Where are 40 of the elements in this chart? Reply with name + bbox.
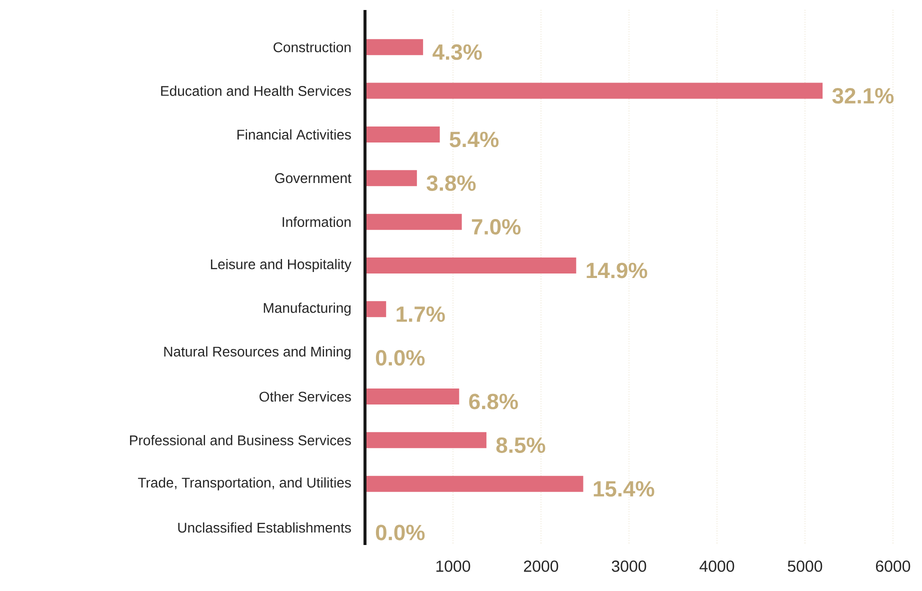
- annotation: 8.5%: [496, 437, 546, 453]
- bar: [364, 214, 462, 230]
- x-tick-label: 4000: [700, 560, 734, 572]
- y-tick-label: Natural Resources and Mining: [164, 346, 351, 360]
- y-tick-label: Other Services: [260, 391, 351, 402]
- annotation: 32.1%: [832, 88, 894, 104]
- x-tick-label: 2000: [524, 560, 558, 572]
- annotation: 1.7%: [396, 306, 445, 322]
- annotation: 7.0%: [472, 219, 521, 235]
- y-tick-label: Unclassified Establishments: [178, 522, 351, 533]
- x-tick-label: 6000: [876, 560, 910, 572]
- annotation: 3.8%: [426, 175, 476, 191]
- annotation: 0.0%: [376, 524, 425, 540]
- y-tick-label: Leisure and Hospitality: [210, 258, 352, 272]
- bar: [364, 170, 417, 186]
- annotation: 15.4%: [594, 481, 654, 497]
- annotation: 4.3%: [432, 44, 482, 60]
- bar: [364, 126, 440, 142]
- y-tick-label: Construction: [274, 42, 351, 52]
- bar: [364, 39, 424, 56]
- annotation: 0.0%: [376, 350, 425, 366]
- bar: [364, 476, 584, 492]
- annotation: 6.8%: [469, 394, 518, 410]
- bar: [364, 432, 486, 448]
- annotation: 14.9%: [586, 262, 648, 278]
- bar: [364, 388, 460, 405]
- annotation: 5.4%: [450, 132, 499, 148]
- bar: [364, 82, 823, 99]
- x-tick-label: 5000: [788, 560, 822, 572]
- x-tick-label: 3000: [612, 560, 646, 572]
- y-tick-label: Trade, Transportation, and Utilities: [138, 477, 351, 490]
- y-tick-label: Professional and Business Services: [130, 435, 351, 446]
- y-tick-label: Information: [282, 216, 351, 227]
- bar: [364, 257, 576, 274]
- y-tick-label: Government: [275, 173, 352, 184]
- x-tick-label: 1000: [436, 560, 470, 572]
- y-tick-label: Education and Health Services: [161, 86, 351, 96]
- y-tick-label: Manufacturing: [264, 302, 351, 316]
- bar: [364, 301, 386, 318]
- y-tick-label: Financial Activities: [237, 129, 351, 140]
